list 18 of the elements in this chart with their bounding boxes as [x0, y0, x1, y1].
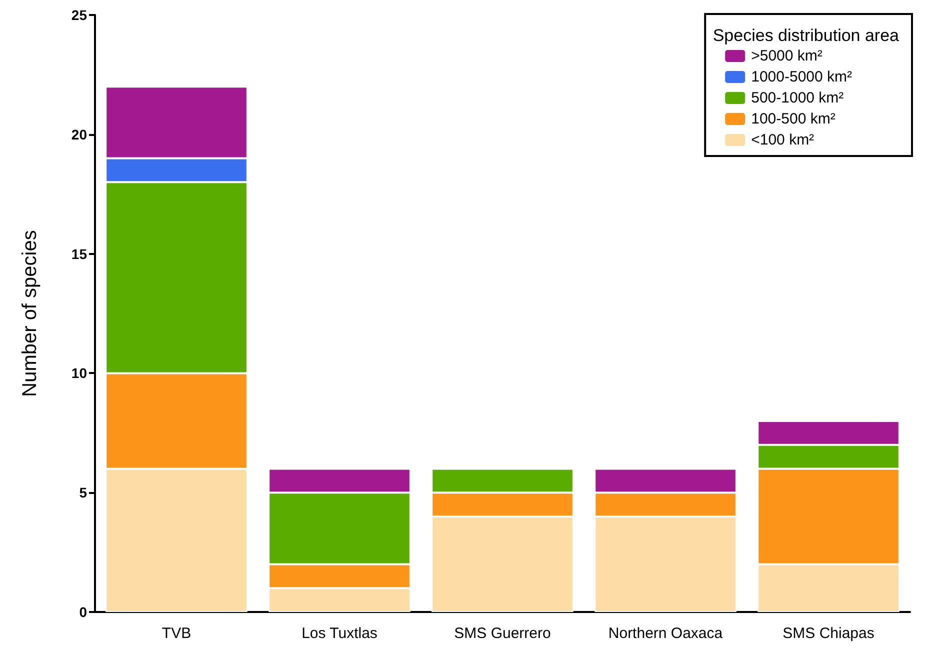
y-tick-label: 20: [71, 126, 88, 142]
y-tick-label: 25: [71, 7, 88, 23]
x-tick-label: TVB: [162, 625, 192, 642]
x-tick-label: Los Tuxtlas: [302, 625, 378, 642]
x-tick-label: Northern Oaxaca: [608, 625, 724, 642]
legend-label: 100-500 km²: [751, 110, 836, 128]
legend-label: 1000-5000 km²: [751, 68, 852, 86]
x-tick-label: SMS Chiapas: [782, 625, 874, 642]
y-tick-label: 10: [71, 365, 88, 382]
y-tick-label: 5: [79, 484, 88, 501]
legend-label: 500-1000 km²: [751, 90, 844, 106]
legend-title: Species distribution area: [712, 26, 900, 45]
legend-label: >5000 km²: [751, 48, 822, 64]
y-axis-title: Number of species: [19, 230, 41, 397]
y-tick-label: 0: [79, 604, 88, 620]
y-tick-label: 15: [71, 246, 88, 262]
legend-label: <100 km²: [751, 132, 814, 148]
x-tick-label: SMS Guerrero: [454, 625, 551, 642]
